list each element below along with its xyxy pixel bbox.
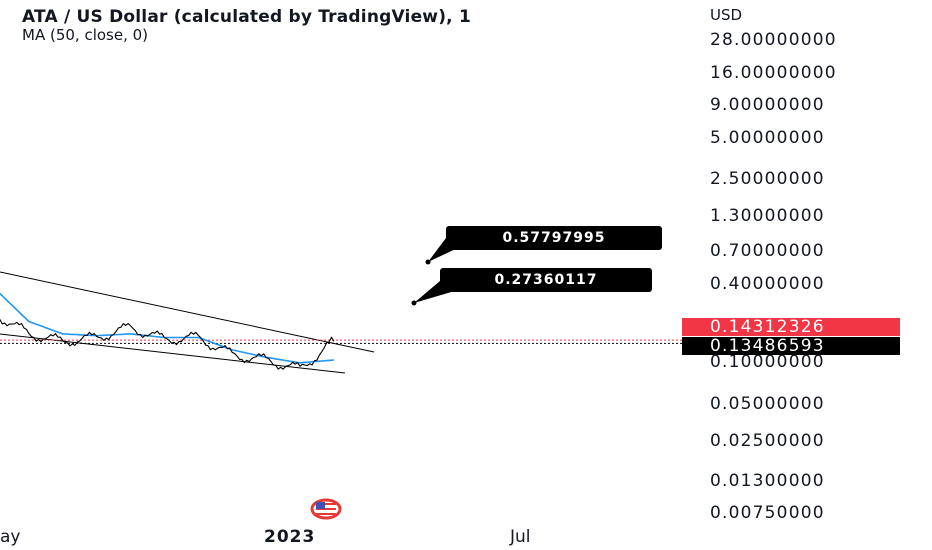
ma-line: [0, 292, 334, 364]
y-tick-label: 5.00000000: [710, 128, 825, 148]
x-tick-label: Jul: [510, 527, 531, 547]
y-axis-unit: USD: [710, 6, 743, 24]
target-callout[interactable]: 0.27360117: [440, 268, 652, 292]
price-line: [0, 318, 335, 370]
callout-anchor-dot: [425, 259, 431, 265]
y-tick-label: 0.70000000: [710, 241, 825, 261]
callout-anchor-dot: [411, 300, 417, 306]
close-price-label: 0.13486593: [682, 337, 900, 355]
y-tick-label: 0.00750000: [710, 503, 825, 523]
last-price-label: 0.14312326: [682, 318, 900, 336]
y-tick-label: 0.01300000: [710, 471, 825, 491]
y-tick-label: 0.05000000: [710, 394, 825, 414]
y-tick-label: 0.10000000: [710, 352, 825, 372]
x-tick-label: 2023: [264, 527, 316, 547]
indicator-label[interactable]: MA (50, close, 0): [22, 26, 149, 44]
y-tick-label: 16.00000000: [710, 63, 837, 83]
target-callout[interactable]: 0.57797995: [446, 226, 662, 250]
y-tick-label: 1.30000000: [710, 206, 825, 226]
y-tick-label: 9.00000000: [710, 95, 825, 115]
y-tick-label: 28.00000000: [710, 30, 837, 50]
y-tick-label: 0.02500000: [710, 431, 825, 451]
x-tick-label: ay: [0, 527, 21, 547]
y-tick-label: 2.50000000: [710, 169, 825, 189]
price-level-lines: [0, 339, 682, 344]
chart-title: ATA / US Dollar (calculated by TradingVi…: [22, 7, 471, 27]
y-tick-label: 0.40000000: [710, 274, 825, 294]
us-flag-icon[interactable]: [310, 498, 342, 520]
upper-trendline: [0, 271, 375, 353]
